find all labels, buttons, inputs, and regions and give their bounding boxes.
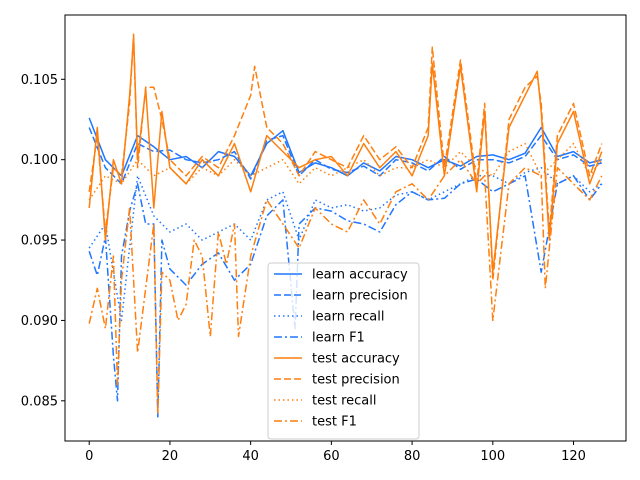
legend-label: test accuracy <box>312 352 400 367</box>
x-tick-label: 100 <box>480 449 505 464</box>
y-tick-label: 0.100 <box>21 153 58 168</box>
x-tick-label: 120 <box>561 449 586 464</box>
y-tick-label: 0.095 <box>21 234 58 249</box>
legend-box <box>267 262 420 440</box>
legend-label: learn F1 <box>312 331 365 346</box>
y-tick-label: 0.085 <box>21 394 58 409</box>
legend-label: test recall <box>312 394 377 409</box>
series-line-test-accuracy <box>88 36 603 273</box>
legend-label: learn recall <box>312 310 384 325</box>
series-line-learn-accuracy <box>88 117 602 177</box>
y-tick-label: 0.105 <box>21 73 58 88</box>
x-tick-label: 80 <box>404 449 421 464</box>
x-tick-label: 0 <box>85 449 93 464</box>
x-tick-label: 40 <box>242 449 259 464</box>
series-line-test-F1 <box>88 158 603 415</box>
axes-frame <box>64 14 627 442</box>
series-line-test-precision <box>88 33 603 281</box>
legend-label: test precision <box>312 373 400 388</box>
y-axis: 0.085 0.090 0.095 0.100 0.105 <box>21 73 65 409</box>
series-line-learn-precision <box>88 127 602 185</box>
legend-label: test F1 <box>312 415 357 430</box>
legend-label: learn precision <box>312 289 408 304</box>
legend: learn accuracy learn precision learn recal… <box>267 262 420 440</box>
legend-label: learn accuracy <box>312 268 408 283</box>
x-axis: 0 20 40 60 80 100 120 <box>85 441 586 464</box>
x-tick-label: 20 <box>162 449 179 464</box>
x-tick-label: 60 <box>323 449 340 464</box>
y-tick-label: 0.090 <box>21 314 58 329</box>
